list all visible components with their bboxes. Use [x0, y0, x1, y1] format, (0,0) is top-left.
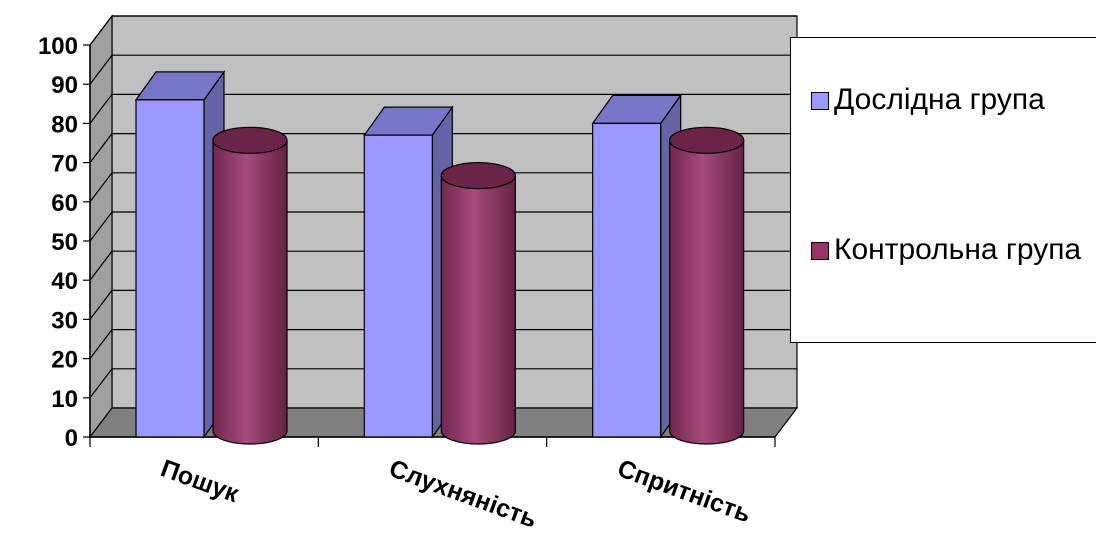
y-tick-label: 0 [65, 425, 78, 452]
gridline [89, 250, 797, 281]
bar-experimental [591, 93, 682, 439]
bar-front [363, 134, 433, 438]
bar-body [440, 175, 516, 445]
bar-control [440, 162, 516, 445]
gridline [89, 289, 797, 320]
bar-experimental [363, 105, 454, 439]
y-tick-label: 80 [51, 111, 78, 138]
y-tick-label: 100 [38, 33, 78, 60]
legend: Дослідна група Контрольна група [790, 37, 1096, 343]
legend-swatch-experimental [811, 92, 829, 110]
legend-label-experimental: Дослідна група [834, 83, 1045, 116]
bar-body [669, 139, 745, 445]
bar-top [212, 126, 288, 154]
y-tick-label: 40 [51, 268, 78, 295]
y-tick-label: 70 [51, 151, 78, 178]
y-tick-label: 10 [51, 386, 78, 413]
legend-swatch-control [811, 242, 829, 260]
gridline [89, 15, 797, 46]
bars [134, 70, 745, 445]
gridline [89, 329, 797, 359]
x-category-label: Слухняність [385, 454, 540, 533]
gridline [89, 172, 797, 203]
y-axis: 0 10 20 30 40 50 60 70 80 90 100 [38, 33, 91, 452]
x-axis: Пошук Слухняність Спритність [89, 436, 776, 534]
bar-front [592, 122, 662, 438]
x-category-label: Спритність [614, 454, 755, 528]
x-category-label: Пошук [157, 454, 243, 508]
gridlines [89, 15, 797, 399]
y-tick-label: 30 [51, 307, 78, 334]
legend-label-control: Контрольна група [834, 233, 1082, 266]
y-tick-label: 90 [51, 72, 78, 99]
y-tick-label: 20 [51, 347, 78, 374]
bar-control [212, 126, 288, 445]
y-tick-label: 60 [51, 190, 78, 217]
bar-front [135, 99, 205, 438]
bar-body [212, 139, 288, 445]
gridline [89, 54, 797, 85]
gridline [89, 133, 797, 163]
bar-top [440, 162, 516, 190]
gridline [89, 211, 797, 242]
y-tick-label: 50 [51, 229, 78, 256]
gridline [89, 93, 797, 124]
gridline [89, 368, 797, 399]
legend-item-experimental: Дослідна група [811, 82, 1094, 118]
bar-top [669, 126, 745, 154]
bar-experimental [134, 70, 226, 439]
legend-item-control: Контрольна група [811, 232, 1094, 268]
bar-control [669, 126, 745, 445]
